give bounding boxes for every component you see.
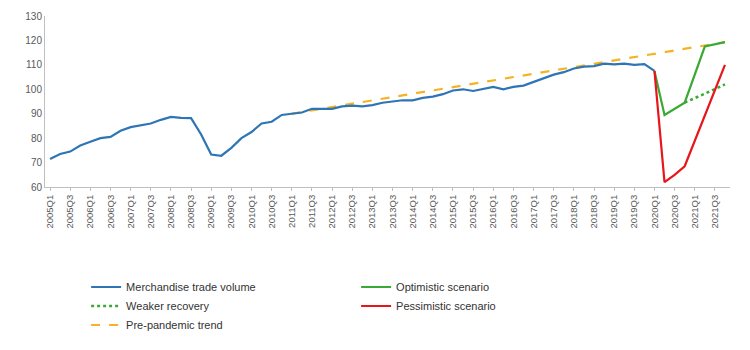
svg-text:2007Q1: 2007Q1 bbox=[125, 195, 136, 229]
svg-text:2012Q1: 2012Q1 bbox=[326, 195, 337, 229]
svg-text:Optimistic scenario: Optimistic scenario bbox=[396, 281, 489, 293]
svg-text:2017Q3: 2017Q3 bbox=[548, 195, 559, 229]
svg-text:2006Q1: 2006Q1 bbox=[84, 195, 95, 229]
svg-text:2019Q1: 2019Q1 bbox=[608, 195, 619, 229]
svg-text:80: 80 bbox=[31, 133, 43, 144]
svg-text:2017Q1: 2017Q1 bbox=[528, 195, 539, 229]
svg-text:2013Q3: 2013Q3 bbox=[387, 195, 398, 229]
svg-text:70: 70 bbox=[31, 157, 43, 168]
svg-text:2012Q3: 2012Q3 bbox=[346, 195, 357, 229]
svg-text:2005Q3: 2005Q3 bbox=[64, 195, 75, 229]
svg-text:2016Q1: 2016Q1 bbox=[487, 195, 498, 229]
svg-text:2009Q3: 2009Q3 bbox=[225, 195, 236, 229]
svg-text:120: 120 bbox=[25, 35, 42, 46]
svg-text:2009Q1: 2009Q1 bbox=[205, 195, 216, 229]
svg-text:90: 90 bbox=[31, 108, 43, 119]
svg-text:2019Q3: 2019Q3 bbox=[628, 195, 639, 229]
svg-text:2018Q3: 2018Q3 bbox=[588, 195, 599, 229]
svg-text:2008Q3: 2008Q3 bbox=[185, 195, 196, 229]
svg-text:110: 110 bbox=[26, 59, 42, 70]
svg-text:Merchandise trade volume: Merchandise trade volume bbox=[126, 281, 256, 293]
svg-text:2005Q1: 2005Q1 bbox=[44, 195, 55, 229]
svg-text:2007Q3: 2007Q3 bbox=[145, 195, 156, 229]
svg-text:Pre-pandemic trend: Pre-pandemic trend bbox=[126, 319, 223, 331]
svg-text:2013Q1: 2013Q1 bbox=[366, 195, 377, 229]
svg-text:2015Q3: 2015Q3 bbox=[467, 195, 478, 229]
svg-text:2020Q1: 2020Q1 bbox=[649, 195, 660, 229]
svg-text:2011Q1: 2011Q1 bbox=[286, 195, 297, 228]
svg-text:2010Q3: 2010Q3 bbox=[266, 195, 277, 229]
svg-text:60: 60 bbox=[31, 182, 43, 193]
svg-text:2014Q3: 2014Q3 bbox=[427, 195, 438, 229]
svg-text:2016Q3: 2016Q3 bbox=[508, 195, 519, 229]
svg-text:100: 100 bbox=[25, 84, 42, 95]
svg-text:Pessimistic scenario: Pessimistic scenario bbox=[396, 300, 496, 312]
svg-text:2010Q1: 2010Q1 bbox=[246, 195, 257, 229]
svg-text:2011Q3: 2011Q3 bbox=[306, 195, 317, 228]
svg-text:130: 130 bbox=[25, 11, 42, 22]
svg-text:2006Q3: 2006Q3 bbox=[105, 195, 116, 229]
svg-text:2021Q3: 2021Q3 bbox=[709, 195, 720, 229]
svg-text:2015Q1: 2015Q1 bbox=[447, 195, 458, 229]
svg-text:2021Q1: 2021Q1 bbox=[689, 195, 700, 229]
svg-text:2018Q1: 2018Q1 bbox=[568, 195, 579, 229]
svg-text:Weaker recovery: Weaker recovery bbox=[126, 300, 209, 312]
svg-text:2008Q1: 2008Q1 bbox=[165, 195, 176, 229]
svg-text:2014Q1: 2014Q1 bbox=[407, 195, 418, 229]
svg-text:2020Q3: 2020Q3 bbox=[669, 195, 680, 229]
